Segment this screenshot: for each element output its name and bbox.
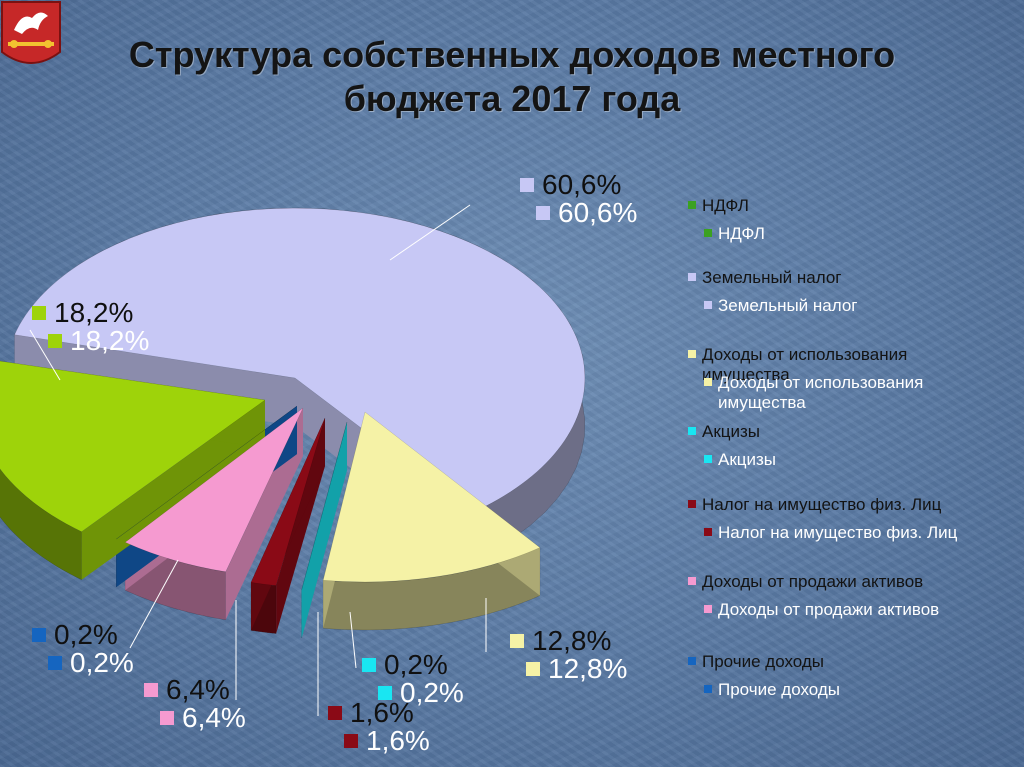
data-label: 1,6% (350, 697, 414, 728)
legend-swatch (688, 273, 696, 281)
legend-item: Прочие доходы (688, 652, 824, 672)
legend-label: Земельный налог (702, 268, 842, 287)
legend-swatch (704, 301, 712, 309)
legend-swatch (688, 500, 696, 508)
legend-label: Доходы от продажи активов (718, 600, 940, 619)
data-label: 0,2% (70, 647, 134, 678)
emblem-icon (0, 1, 61, 64)
data-label: 18,2% (70, 325, 149, 356)
legend-item: Доходы от продажи активов (688, 572, 923, 592)
label-swatch (344, 734, 358, 748)
label-swatch (160, 711, 174, 725)
data-label: 1,6% (366, 725, 430, 756)
legend-swatch (704, 229, 712, 237)
legend-item: Акцизы (704, 450, 776, 470)
legend-swatch (704, 378, 712, 386)
legend-swatch (704, 455, 712, 463)
leader-line (389, 204, 471, 261)
legend-label: Акцизы (718, 450, 777, 469)
data-label: 0,2% (384, 649, 448, 680)
legend-item: Налог на имущество физ. Лиц (704, 523, 957, 543)
pie-slice (14, 207, 586, 513)
pie-slice (301, 421, 348, 591)
legend-item: Земельный налог (704, 296, 858, 316)
data-label: 12,8% (548, 653, 627, 684)
label-swatch (536, 206, 550, 220)
legend-label: Акцизы (702, 422, 761, 441)
legend-swatch (688, 201, 696, 209)
legend-label-line2: имущества (718, 393, 806, 412)
legend-label: Земельный налог (718, 296, 858, 315)
leader-line (349, 611, 357, 669)
label-swatch (48, 334, 62, 348)
data-label: 60,6% (558, 197, 637, 228)
label-swatch (144, 683, 158, 697)
label-swatch (32, 306, 46, 320)
data-label: 12,8% (532, 625, 611, 656)
label-swatch (378, 686, 392, 700)
leader-line (129, 559, 179, 649)
legend-item: Земельный налог (688, 268, 842, 288)
pie-slice (0, 360, 266, 532)
page-title-line1: Структура собственных доходов местного (128, 34, 896, 75)
data-label: 6,4% (182, 702, 246, 733)
legend-label: НДФЛ (718, 224, 765, 243)
label-swatch (32, 628, 46, 642)
label-swatch (48, 656, 62, 670)
legend-label: Прочие доходы (702, 652, 824, 671)
legend-swatch (688, 427, 696, 435)
legend-label: Налог на имущество физ. Лиц (718, 523, 958, 542)
legend-item: Доходы от продажи активов (704, 600, 939, 620)
page-title-line2: бюджета 2017 года (343, 78, 681, 119)
legend-label: Налог на имущество физ. Лиц (702, 495, 942, 514)
pie-slice (250, 417, 326, 586)
legend-swatch (688, 577, 696, 585)
legend-swatch (688, 350, 696, 358)
data-label: 18,2% (54, 297, 133, 328)
legend-label: НДФЛ (702, 196, 749, 215)
legend-swatch (704, 528, 712, 536)
legend-item: НДФЛ (704, 224, 765, 244)
data-label: 6,4% (166, 674, 230, 705)
pie-slice (115, 405, 298, 540)
pie-slice (124, 407, 304, 573)
legend-label: Доходы от продажи активов (702, 572, 924, 591)
data-label: 0,2% (54, 619, 118, 650)
data-label: 0,2% (400, 677, 464, 708)
legend-item: НДФЛ (688, 196, 749, 216)
label-swatch (526, 662, 540, 676)
legend-swatch (704, 605, 712, 613)
pie-slice-wall (301, 422, 347, 638)
legend-label: Доходы от использования (718, 373, 924, 392)
legend-swatch (688, 657, 696, 665)
pie-slice-wall (81, 400, 266, 580)
pie-slice (322, 411, 541, 583)
label-swatch (328, 706, 342, 720)
legend-label-line2: имущества (702, 365, 790, 384)
legend-label: Прочие доходы (718, 680, 840, 699)
legend-label: Доходы от использования (702, 345, 908, 364)
data-label: 60,6% (542, 169, 621, 200)
legend-item: Налог на имущество физ. Лиц (688, 495, 941, 515)
legend-item: Прочие доходы (704, 680, 840, 700)
leader-line (29, 329, 61, 381)
legend-item: Доходы от использования имущества (688, 345, 907, 385)
label-swatch (362, 658, 376, 672)
legend-item: Акцизы (688, 422, 760, 442)
legend-item: Доходы от использования имущества (704, 373, 923, 413)
legend-swatch (704, 685, 712, 693)
label-swatch (520, 178, 534, 192)
label-swatch (510, 634, 524, 648)
